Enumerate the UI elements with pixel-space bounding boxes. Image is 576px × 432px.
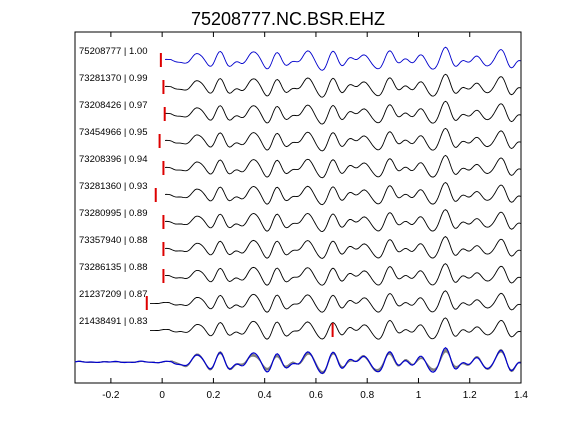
trace-label: 73208426 | 0.97 — [79, 100, 148, 111]
x-tick-label: 0.8 — [360, 390, 374, 401]
trace-line — [164, 154, 521, 179]
trace-row: 73208396 | 0.94 — [77, 152, 521, 179]
trace-label-bg — [77, 233, 159, 245]
trace-label: 21237209 | 0.87 — [79, 289, 148, 300]
trace-label: 73357940 | 0.88 — [79, 235, 148, 246]
trace-line — [150, 317, 521, 340]
trace-line — [164, 73, 521, 98]
trace-row: 73286135 | 0.88 — [77, 260, 521, 286]
trace-row: 21237209 | 0.87 — [77, 287, 521, 313]
trace-label-bg — [77, 179, 159, 191]
trace-line — [164, 236, 521, 259]
trace-label: 75208777 | 1.00 — [79, 46, 148, 57]
trace-label: 21438491 | 0.83 — [79, 316, 148, 327]
x-tick-label: 1.2 — [463, 390, 477, 401]
x-tick-label: 0.4 — [258, 390, 272, 401]
trace-label-bg — [77, 71, 159, 83]
trace-label-bg — [77, 287, 159, 299]
trace-line — [164, 100, 521, 125]
trace-label: 73281370 | 0.99 — [79, 73, 148, 84]
x-axis-ticks: -0.2 0 0.2 0.4 0.6 0.8 1 1.2 1.4 — [102, 32, 528, 401]
overlay-reference-line — [74, 347, 521, 375]
trace-row: 73280995 | 0.89 — [77, 206, 521, 232]
trace-label: 73280995 | 0.89 — [79, 208, 148, 219]
trace-label-bg — [77, 152, 159, 164]
trace-label: 73454966 | 0.95 — [79, 127, 148, 138]
trace-row: 21438491 | 0.83 — [77, 314, 521, 340]
trace-line — [164, 181, 521, 206]
chart-title: 75208777.NC.BSR.EHZ — [191, 9, 385, 29]
trace-line — [150, 290, 521, 313]
trace-line — [164, 209, 521, 232]
stacked-overlay — [74, 347, 521, 375]
x-tick-label: 0.2 — [206, 390, 220, 401]
trace-row: 73208426 | 0.97 — [77, 98, 521, 125]
trace-label-bg — [77, 260, 159, 272]
trace-row: 73357940 | 0.88 — [77, 233, 521, 259]
trace-line — [164, 127, 521, 152]
x-tick-label: 1 — [416, 390, 422, 401]
trace-label-bg — [77, 206, 159, 218]
x-tick-label: 0.6 — [309, 390, 323, 401]
plot-axes — [74, 31, 522, 384]
trace-label: 73286135 | 0.88 — [79, 262, 148, 273]
trace-label-bg — [77, 314, 159, 326]
x-tick-label: 0 — [159, 390, 165, 401]
x-tick-label: 1.4 — [514, 390, 528, 401]
trace-row: 73454966 | 0.95 — [77, 125, 521, 152]
trace-label: 73208396 | 0.94 — [79, 154, 148, 165]
plot-area-frame — [74, 31, 522, 384]
trace-label-bg — [77, 98, 159, 110]
trace-line — [165, 263, 521, 286]
trace-label-bg — [77, 44, 159, 56]
trace-label: 73281360 | 0.93 — [79, 181, 148, 192]
reference-trace-line — [164, 46, 521, 71]
trace-group: 75208777 | 1.00 73281370 | 0.99 73208426 |… — [77, 44, 521, 340]
x-tick-label: -0.2 — [102, 390, 120, 401]
trace-row: 75208777 | 1.00 — [77, 44, 521, 71]
trace-row: 73281370 | 0.99 — [77, 71, 521, 98]
trace-label-bg — [77, 125, 159, 137]
trace-row: 73281360 | 0.93 — [77, 179, 521, 206]
